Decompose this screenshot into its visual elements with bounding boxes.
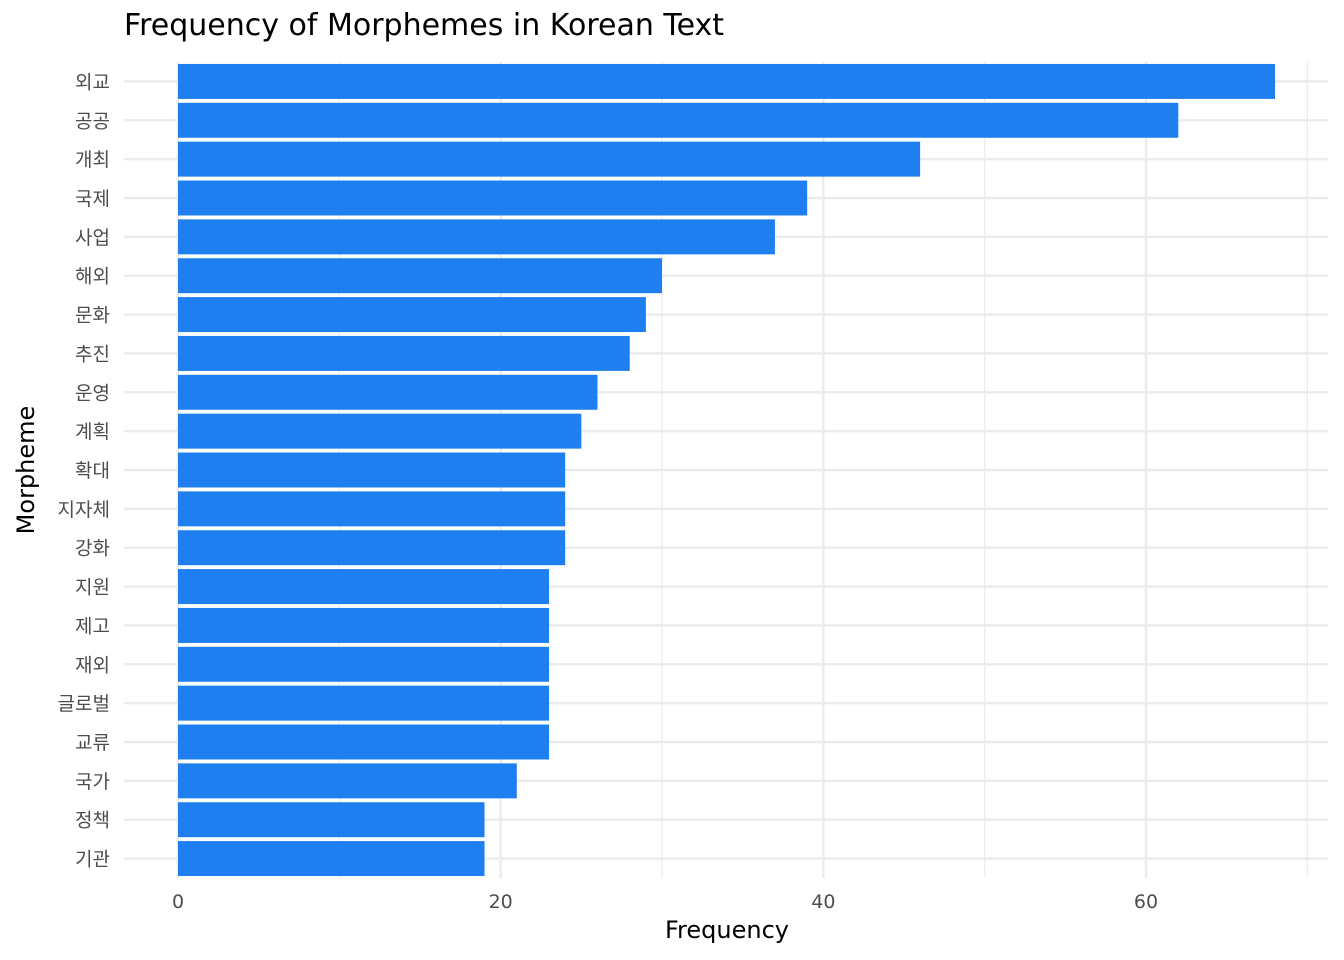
y-tick-label: 지원 [75,577,110,599]
y-tick-label: 확대 [75,460,110,482]
bar [178,452,566,488]
bar [178,802,485,838]
x-tick-label: 20 [489,891,513,913]
y-tick-label: 사업 [75,227,110,249]
bar [178,374,598,410]
y-tick-label: 강화 [75,538,110,560]
y-tick-label: 교류 [75,732,110,754]
bar [178,63,1276,99]
bar [178,841,485,877]
bar [178,219,775,255]
bar [178,413,582,449]
y-tick-label: 개최 [75,149,110,171]
y-tick-label: 국가 [75,771,110,793]
bar [178,297,646,333]
y-tick-label: 지자체 [58,499,110,521]
y-tick-label: 추진 [75,343,110,365]
bar [178,685,550,721]
y-tick-label: 제고 [75,615,110,637]
y-tick-label: 외교 [75,71,110,93]
y-tick-label: 해외 [75,266,110,288]
bars [178,63,1276,877]
bar [178,763,517,799]
bar [178,530,566,566]
y-tick-label: 공공 [75,110,110,132]
y-tick-label: 재외 [75,654,110,676]
x-tick-label: 60 [1134,891,1158,913]
y-axis-label: Morpheme [12,405,40,535]
bar [178,724,550,760]
y-tick-label: 정책 [75,810,110,832]
bar [178,607,550,643]
y-tick-label: 국제 [75,188,110,210]
bar [178,141,921,177]
bar [178,102,1179,138]
bar [178,180,808,216]
bar [178,569,550,605]
y-tick-label: 문화 [75,305,110,327]
y-tick-label: 글로벌 [58,693,110,715]
bar [178,491,566,527]
x-tick-label: 40 [811,891,835,913]
x-tick-label: 0 [172,891,184,913]
y-tick-label: 기관 [75,849,110,871]
y-tick-label: 운영 [75,382,110,404]
chart-title: Frequency of Morphemes in Korean Text [124,8,725,43]
bar [178,335,630,371]
bar [178,646,550,682]
y-tick-label: 계획 [75,421,110,443]
y-tick-labels: 외교공공개최국제사업해외문화추진운영계획확대지자체강화지원제고재외글로벌교류국가… [58,71,110,870]
x-axis-label: Frequency [665,916,789,944]
x-tick-labels: 0 20 40 60 [172,891,1158,913]
bar [178,258,662,294]
